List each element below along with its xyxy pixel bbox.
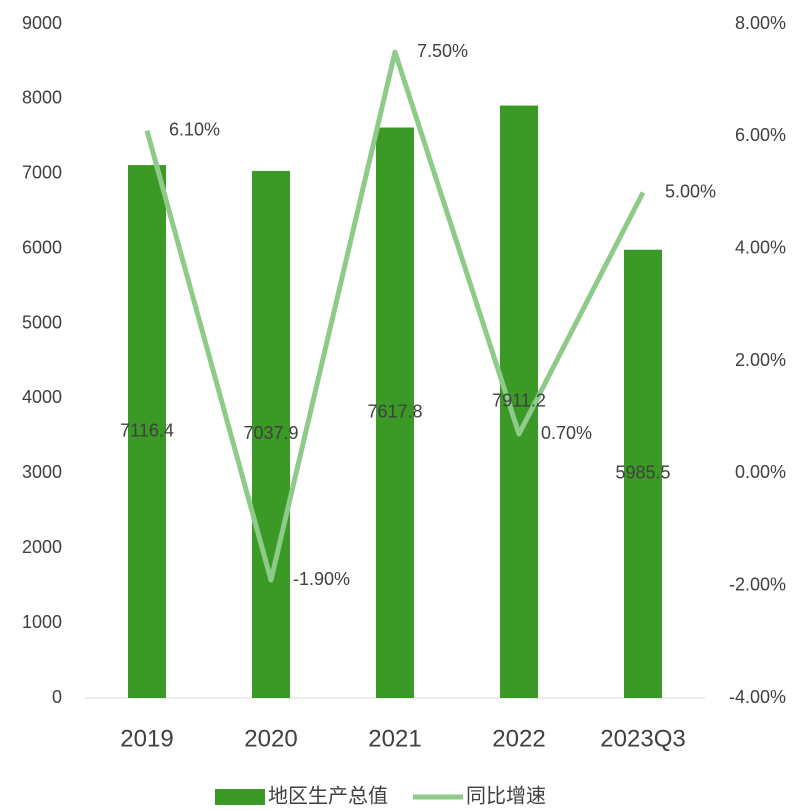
y2-tick-label: -2.00% bbox=[729, 574, 786, 594]
data-label: 0.70% bbox=[541, 423, 592, 443]
y-tick-label: 4000 bbox=[22, 387, 62, 407]
x-tick-label: 2022 bbox=[492, 725, 545, 752]
y-tick-label: 7000 bbox=[22, 163, 62, 183]
data-label: 7037.9 bbox=[243, 423, 298, 443]
y-tick-label: 3000 bbox=[22, 462, 62, 482]
y2-tick-label: 0.00% bbox=[735, 462, 786, 482]
legend-label: 地区生产总值 bbox=[268, 784, 388, 807]
y2-tick-label: -4.00% bbox=[729, 687, 786, 707]
data-label: 7.50% bbox=[417, 41, 468, 61]
bar bbox=[252, 170, 290, 699]
y2-tick-label: 8.00% bbox=[735, 13, 786, 33]
y2-tick-label: 6.00% bbox=[735, 125, 786, 145]
bar bbox=[128, 165, 166, 698]
data-label: 5985.5 bbox=[615, 463, 670, 483]
data-label: 5.00% bbox=[665, 181, 716, 201]
x-tick-label: 2021 bbox=[368, 725, 421, 752]
data-label: 7911.2 bbox=[492, 391, 546, 411]
x-tick-label: 2019 bbox=[120, 725, 173, 752]
y-tick-label: 0 bbox=[52, 687, 62, 707]
x-tick-label: 2023Q3 bbox=[600, 725, 685, 752]
legend-label: 同比增速 bbox=[466, 784, 546, 807]
data-label: 7116.4 bbox=[120, 420, 174, 440]
y-tick-label: 2000 bbox=[22, 537, 62, 557]
line bbox=[144, 49, 646, 583]
y2-tick-label: 4.00% bbox=[735, 237, 786, 257]
data-label: 6.10% bbox=[169, 119, 220, 139]
data-label: 7617.8 bbox=[367, 402, 422, 422]
y-tick-label: 6000 bbox=[22, 237, 62, 257]
bar bbox=[624, 249, 662, 698]
data-label: -1.90% bbox=[293, 569, 350, 589]
y-tick-label: 5000 bbox=[22, 312, 62, 332]
y-tick-label: 9000 bbox=[22, 13, 62, 33]
y-tick-label: 1000 bbox=[22, 612, 62, 632]
legend-swatch bbox=[215, 789, 265, 805]
x-tick-label: 2020 bbox=[244, 725, 297, 752]
y-tick-label: 8000 bbox=[22, 88, 62, 108]
bar bbox=[376, 127, 414, 699]
y2-tick-label: 2.00% bbox=[735, 350, 786, 370]
